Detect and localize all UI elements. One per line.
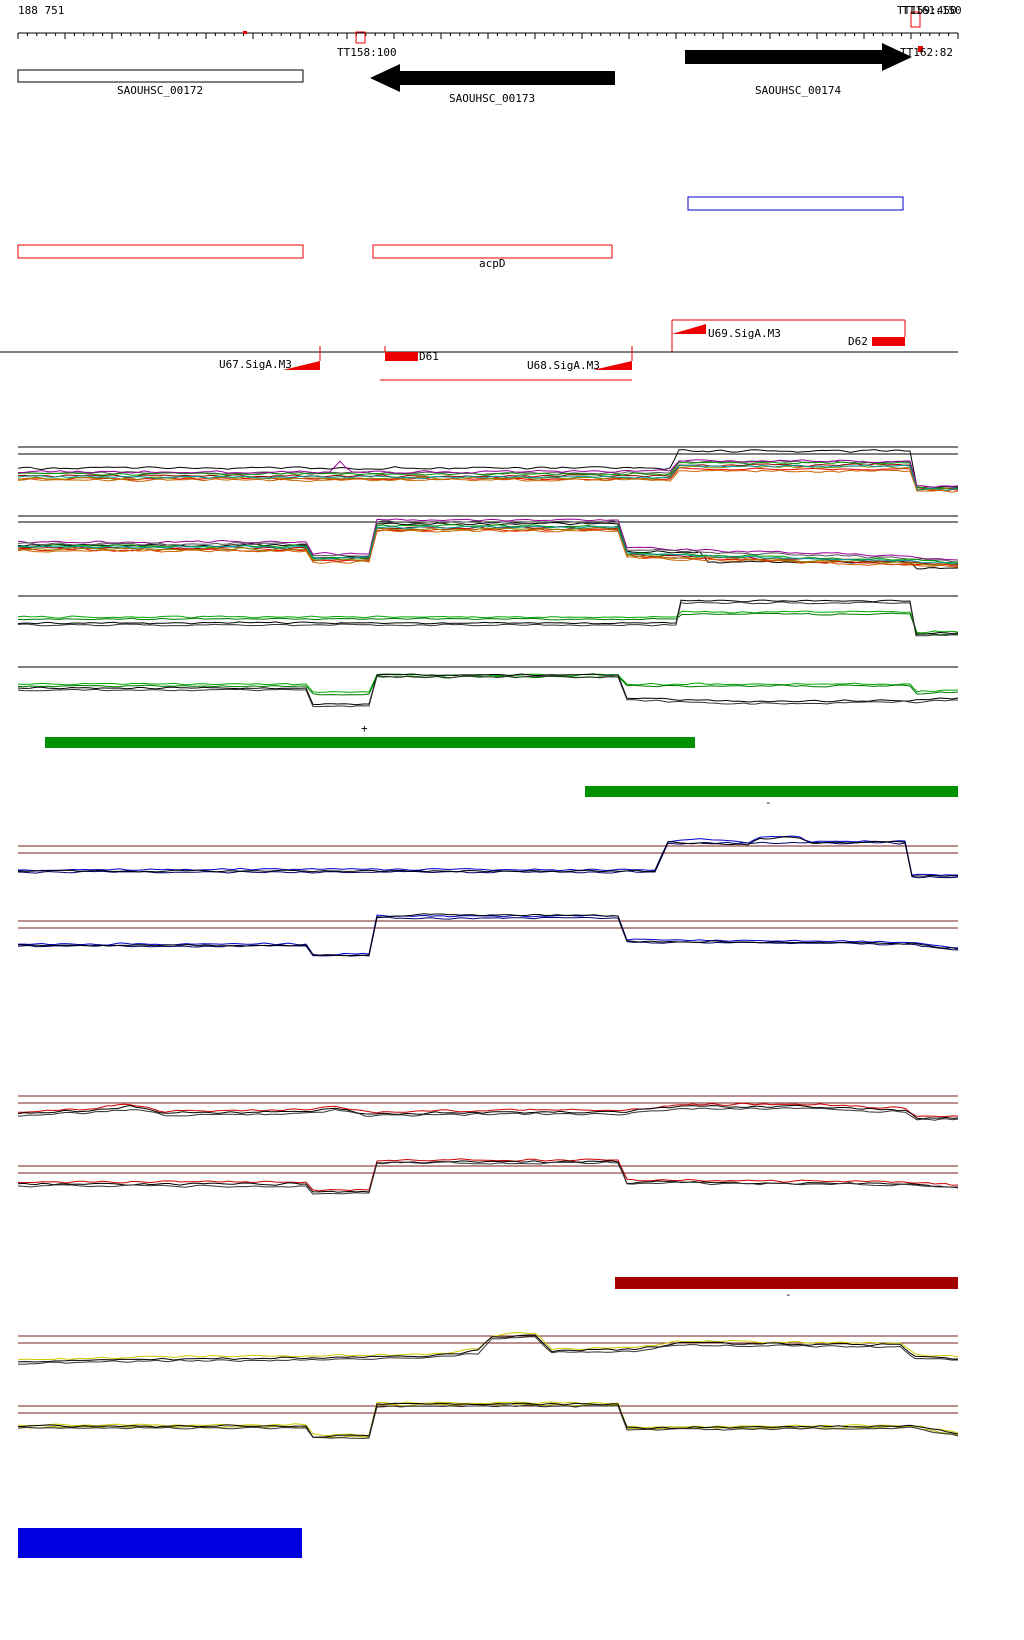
coverage-line [17,464,959,492]
promoter-label-U67: U67.SigA.M3 [219,358,292,371]
gene-label-SAOUHSC_00172: SAOUHSC_00172 [117,84,204,97]
transcript-box-left[interactable] [17,244,304,259]
minus-strand-bar-green[interactable] [585,786,958,797]
coverage-line [17,1401,959,1437]
coverage-line [17,529,959,568]
minus-strand-bar-red[interactable] [615,1277,958,1289]
coverage-line [17,1402,959,1438]
red-marker-tt158[interactable] [355,31,366,44]
coverage-line [17,520,959,563]
gene-label-SAOUHSC_00173: SAOUHSC_00173 [449,92,536,105]
coverage-line [17,1160,959,1193]
coverage-line [17,459,959,488]
coverage-line [17,465,959,490]
coverage-blue-forward [17,835,959,879]
coverage-line [17,525,959,565]
minus-strand-label-red: - [785,1288,792,1301]
promoter-label-U68: U68.SigA.M3 [527,359,600,372]
coverage-line [17,1404,959,1440]
promoter-label-U69: U69.SigA.M3 [708,327,781,340]
coverage-line [17,1403,959,1439]
red-marker-ruler [243,31,247,34]
coverage-green-reverse [17,666,959,708]
tt158-label: TT158:100 [337,46,397,59]
gene-box-SAOUHSC_00172[interactable] [17,69,304,83]
coverage-line [17,673,959,693]
coverage-line [17,675,958,708]
plus-strand-label: + [361,722,368,735]
coverage-line [17,1102,959,1118]
coverage-yellow-reverse [17,1401,959,1440]
coverage-line [17,610,959,634]
transcript-box-acpD[interactable] [372,244,613,259]
tt-label-overlap-a: TT159:450 [897,4,957,17]
coverage-blue-reverse [17,913,959,957]
tt-label-overlap-b: TT161:150 [902,4,962,17]
coverage-line [17,612,959,636]
coverage-line [17,1158,959,1192]
coverage-line [17,518,959,561]
coverage-line [17,916,959,957]
coverage-line [17,673,959,706]
terminator-label-D62: D62 [848,335,868,348]
promoter-flag-U68[interactable] [593,361,632,370]
ruler [17,32,959,39]
minus-strand-label-green: - [765,796,772,809]
tt162-label: TT162:82 [900,46,953,59]
transcript-label-acpD: acpD [479,257,506,270]
coverage-green-forward [17,595,959,637]
operon-box-blue[interactable] [687,196,904,211]
coverage-line [17,1334,958,1363]
promoter-flag-U67[interactable] [283,361,320,370]
terminator-box-D61[interactable] [385,352,418,361]
coverage-line [17,1332,959,1361]
coverage-line [17,1161,959,1195]
coverage-line [17,675,959,696]
plus-strand-bar-green[interactable] [45,737,695,748]
coverage-red-forward [17,1095,959,1121]
gene-arrow-SAOUHSC_00174[interactable] [685,43,912,71]
selection-box-blue[interactable] [18,1528,302,1558]
coverage-line [17,601,959,637]
coverage-line [17,836,959,877]
terminator-box-D62[interactable] [872,337,905,346]
coverage-line [17,1104,959,1120]
coverage-line [17,449,959,489]
terminator-label-D61: D61 [419,350,439,363]
coverage-red-reverse [17,1158,959,1195]
gene-arrow-SAOUHSC_00173[interactable] [370,64,615,92]
coverage-line [17,469,959,493]
coverage-line [17,913,959,957]
coverage-overlay-forward [17,446,959,493]
ruler-start-coordinate: 188 751 [18,4,65,17]
coverage-yellow-forward [17,1332,959,1365]
gene-label-SAOUHSC_00174: SAOUHSC_00174 [755,84,842,97]
coverage-line [17,599,959,635]
coverage-line [17,527,959,566]
red-marker-top-right[interactable] [910,11,921,28]
red-marker-tt162 [918,46,923,52]
promoter-flag-U69[interactable] [672,324,706,334]
coverage-line [17,1336,959,1365]
coverage-line [17,1107,959,1121]
coverage-overlay-reverse [17,515,959,570]
coverage-line [17,841,959,879]
